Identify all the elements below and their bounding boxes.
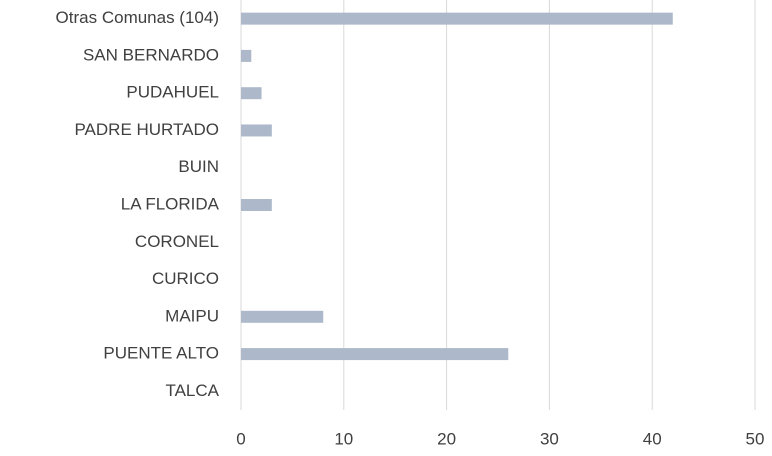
y-tick-label: LA FLORIDA (121, 194, 220, 213)
y-tick-label: TALCA (165, 381, 219, 400)
x-tick-label: 40 (643, 429, 662, 448)
bar (241, 12, 673, 25)
bar (241, 49, 252, 62)
y-tick-label: MAIPU (165, 306, 219, 325)
y-tick-label: Otras Comunas (104) (56, 8, 219, 27)
y-tick-label: PADRE HURTADO (74, 120, 219, 139)
x-tick-label: 20 (437, 429, 456, 448)
x-tick-label: 0 (236, 429, 245, 448)
bar (241, 310, 324, 323)
y-tick-label: PUDAHUEL (126, 83, 219, 102)
x-tick-label: 30 (540, 429, 559, 448)
bar (241, 348, 509, 361)
y-tick-label: SAN BERNARDO (83, 45, 219, 64)
x-tick-label: 10 (334, 429, 353, 448)
x-tick-label: 50 (746, 429, 765, 448)
y-tick-label: BUIN (178, 157, 219, 176)
bar (241, 87, 262, 100)
bar (241, 199, 272, 211)
bar (241, 124, 272, 137)
y-tick-label: PUENTE ALTO (103, 344, 219, 363)
y-tick-label: CORONEL (135, 232, 219, 251)
y-tick-label: CURICO (152, 269, 219, 288)
